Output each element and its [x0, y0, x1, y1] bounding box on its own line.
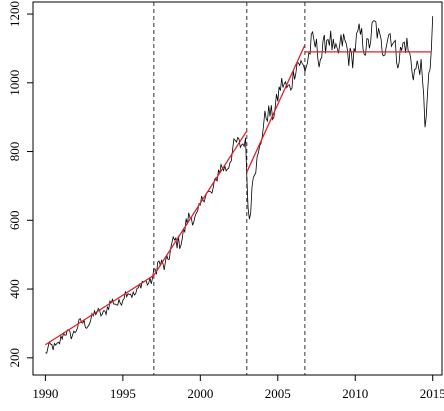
trend-segment — [246, 44, 306, 173]
y-tick-label: 600 — [7, 211, 22, 231]
x-tick-label: 1995 — [110, 386, 136, 401]
fitted-trend-lines — [45, 44, 432, 346]
y-axis: 200 400 600 800 1000 1200 — [7, 1, 34, 368]
y-tick-label: 400 — [7, 279, 22, 299]
x-tick-label: 2005 — [265, 386, 291, 401]
y-tick-label: 1000 — [7, 70, 22, 96]
x-tick-label: 1990 — [32, 386, 58, 401]
y-tick-label: 800 — [7, 142, 22, 162]
x-tick-label: 2000 — [187, 386, 213, 401]
y-tick-label: 200 — [7, 348, 22, 368]
x-axis: 1990 1995 2000 2005 2010 2015 — [32, 374, 444, 401]
trend-segment — [153, 130, 248, 276]
x-tick-label: 2010 — [342, 386, 368, 401]
breakpoint-lines — [153, 2, 306, 375]
x-tick-label: 2015 — [420, 386, 444, 401]
y-tick-label: 1200 — [7, 1, 22, 27]
observed-series-line — [45, 16, 434, 354]
trend-segment — [45, 274, 155, 346]
plot-frame — [32, 1, 443, 376]
